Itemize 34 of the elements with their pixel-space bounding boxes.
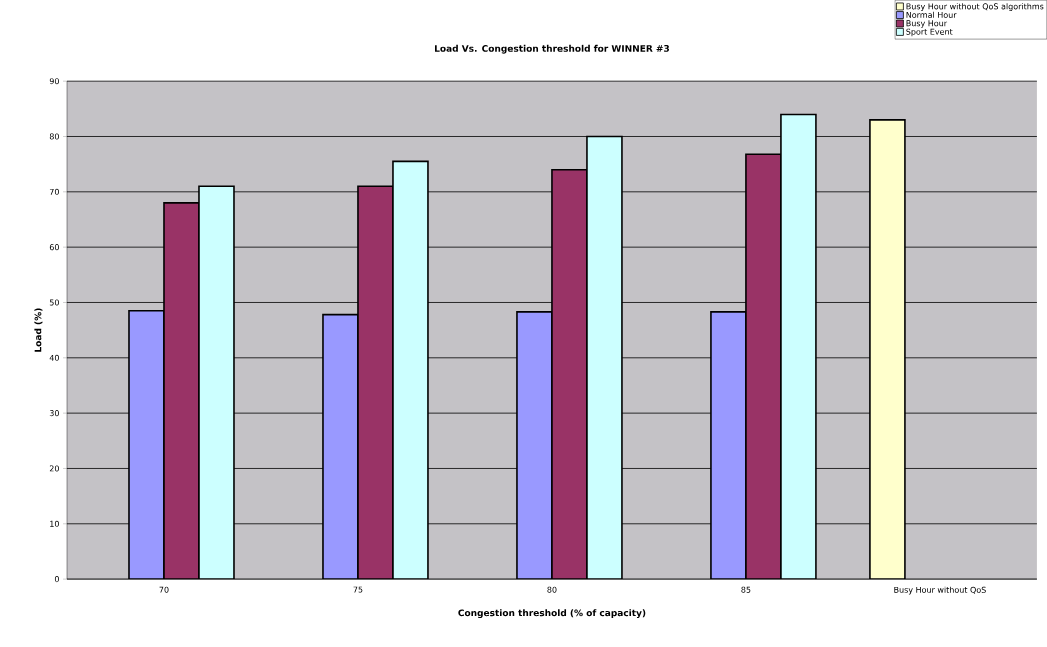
- y-tick-label: 40: [49, 354, 59, 361]
- y-tick-label: 0: [54, 576, 59, 583]
- x-tick-label: 75: [353, 586, 363, 593]
- bar: [745, 153, 782, 580]
- x-tick-label: Busy Hour without QoS: [894, 586, 986, 595]
- bar: [357, 185, 394, 580]
- legend-label: Busy Hour: [906, 20, 948, 28]
- y-tick-label: 50: [49, 299, 59, 306]
- y-axis-title: Load (%): [34, 308, 43, 352]
- bar: [322, 313, 359, 580]
- legend-label: Sport Event: [906, 28, 953, 37]
- y-tick-label: 70: [49, 188, 59, 195]
- bar: [710, 311, 747, 580]
- x-axis-title: Congestion threshold (% of capacity): [458, 609, 646, 618]
- bar: [163, 202, 200, 580]
- x-tick-label: 70: [159, 586, 169, 593]
- y-tick-label: 10: [50, 520, 59, 527]
- x-tick-label: 85: [741, 586, 751, 593]
- y-tick-label: 60: [49, 244, 59, 251]
- y-tick-label: 20: [49, 465, 59, 472]
- x-tick-label: 80: [547, 586, 557, 593]
- bar: [551, 168, 588, 580]
- bar: [198, 185, 235, 580]
- bar: [128, 309, 165, 580]
- bar: [780, 113, 817, 580]
- legend-label: Normal Hour: [906, 11, 957, 18]
- legend-label: Busy Hour without QoS algorithms: [906, 3, 1044, 11]
- chart-title: Load Vs. Congestion threshold for WINNER #3: [435, 44, 670, 54]
- bar: [516, 311, 553, 580]
- bar: [586, 135, 623, 580]
- y-tick-label: 30: [49, 410, 59, 417]
- y-tick-label: 80: [49, 133, 59, 140]
- y-tick-label: 90: [49, 78, 59, 85]
- bar: [392, 160, 429, 580]
